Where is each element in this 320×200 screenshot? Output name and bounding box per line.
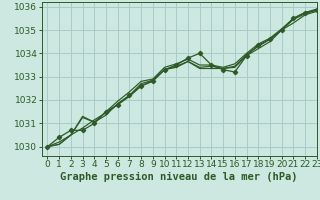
X-axis label: Graphe pression niveau de la mer (hPa): Graphe pression niveau de la mer (hPa)	[60, 172, 298, 182]
